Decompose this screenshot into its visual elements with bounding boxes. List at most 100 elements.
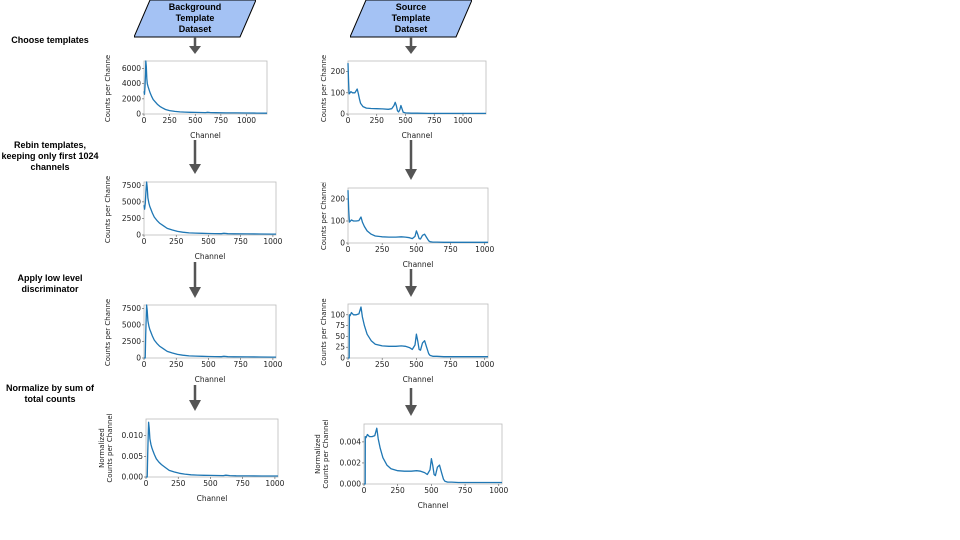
y-tick-label: 6000 bbox=[122, 64, 141, 73]
x-tick-label: 500 bbox=[201, 237, 216, 246]
source-dataset-line-1: Source bbox=[396, 2, 427, 12]
x-tick-label: 0 bbox=[362, 486, 367, 495]
y-tick-label: 0 bbox=[340, 354, 345, 363]
x-tick-label: 500 bbox=[203, 479, 218, 488]
x-axis-label: Channel bbox=[195, 375, 226, 384]
background-template-dataset: Background Template Dataset bbox=[134, 0, 256, 38]
plot-frame bbox=[143, 60, 268, 115]
y-axis-label-line: Counts per Channel bbox=[322, 420, 330, 489]
arrow-down-icon bbox=[405, 140, 417, 180]
y-axis-label-line: Counts per Channel bbox=[106, 413, 114, 482]
arrow-down-icon bbox=[189, 385, 201, 411]
x-tick-label: 1000 bbox=[453, 116, 472, 125]
plot-frame bbox=[363, 423, 503, 485]
y-tick-label: 7500 bbox=[122, 181, 141, 190]
y-tick-label: 2500 bbox=[122, 214, 141, 223]
y-tick-label: 100 bbox=[331, 88, 346, 97]
x-axis-label: Channel bbox=[403, 375, 434, 384]
plot-frame bbox=[347, 187, 489, 244]
x-axis-label: Channel bbox=[418, 501, 449, 510]
source-dataset-line-3: Dataset bbox=[395, 24, 428, 34]
y-tick-label: 5000 bbox=[122, 197, 141, 206]
y-axis-label: Counts per Channel bbox=[104, 299, 112, 366]
arrow-down-icon bbox=[405, 388, 417, 416]
step-normalize: Normalize by sum of total counts bbox=[5, 383, 95, 404]
x-tick-label: 750 bbox=[443, 360, 458, 369]
x-tick-label: 500 bbox=[398, 116, 413, 125]
series-line bbox=[347, 190, 488, 243]
y-tick-label: 0.000 bbox=[122, 473, 144, 482]
y-axis-label: Counts per Channel bbox=[104, 176, 112, 243]
background-dataset-line-2: Template bbox=[176, 13, 215, 23]
y-tick-label: 2500 bbox=[122, 337, 141, 346]
x-tick-label: 500 bbox=[409, 245, 424, 254]
x-tick-label: 250 bbox=[171, 479, 186, 488]
x-tick-label: 500 bbox=[424, 486, 439, 495]
y-tick-label: 0.002 bbox=[340, 458, 362, 467]
x-tick-label: 0 bbox=[346, 245, 351, 254]
arrow-down-icon bbox=[405, 269, 417, 297]
y-axis-label: Counts per Channel bbox=[320, 182, 328, 250]
step-rebin-templates: Rebin templates, keeping only first 1024… bbox=[1, 140, 99, 172]
y-axis-label: Counts per Channel bbox=[320, 55, 328, 122]
y-tick-label: 50 bbox=[335, 332, 345, 341]
x-tick-label: 1000 bbox=[475, 245, 494, 254]
x-tick-label: 250 bbox=[375, 360, 390, 369]
y-axis-label-line: Normalized bbox=[98, 428, 106, 468]
x-tick-label: 250 bbox=[169, 237, 184, 246]
source-dataset-line-2: Template bbox=[392, 13, 431, 23]
x-tick-label: 0 bbox=[144, 479, 149, 488]
plot-frame bbox=[145, 418, 279, 478]
y-axis-label: NormalizedCounts per Channel bbox=[98, 413, 114, 482]
x-tick-label: 500 bbox=[188, 116, 203, 125]
x-tick-label: 250 bbox=[169, 360, 184, 369]
y-tick-label: 0 bbox=[340, 239, 345, 248]
x-tick-label: 0 bbox=[142, 360, 147, 369]
series-line bbox=[347, 63, 486, 115]
y-tick-label: 0.004 bbox=[340, 437, 362, 446]
y-tick-label: 0 bbox=[136, 231, 141, 240]
y-tick-label: 200 bbox=[331, 67, 346, 76]
y-axis-label: Counts per Channel bbox=[104, 55, 112, 122]
y-tick-label: 5000 bbox=[122, 320, 141, 329]
x-tick-label: 750 bbox=[427, 116, 442, 125]
plot-background-rebin: 0 250 500 750 1000 0 2500 5000 7500 Channel Counts… bbox=[104, 176, 283, 261]
plot-background-discriminator: 0 250 500 750 1000 0 2500 5000 7500 Channel Counts… bbox=[104, 299, 283, 384]
y-tick-label: 75 bbox=[335, 321, 345, 330]
step-choose-templates: Choose templates bbox=[11, 35, 89, 45]
x-tick-label: 750 bbox=[214, 116, 229, 125]
plot-source-normalize: 0 250 500 750 1000 0.000 0.002 0.004 Channel Norm… bbox=[314, 420, 508, 510]
plot-frame bbox=[347, 60, 487, 115]
plot-frame bbox=[143, 304, 277, 359]
x-tick-label: 1000 bbox=[475, 360, 494, 369]
plot-frame bbox=[143, 181, 277, 236]
x-tick-label: 750 bbox=[234, 360, 249, 369]
x-tick-label: 750 bbox=[236, 479, 251, 488]
x-tick-label: 1000 bbox=[265, 479, 284, 488]
y-tick-label: 25 bbox=[335, 343, 345, 352]
background-dataset-line-3: Dataset bbox=[179, 24, 212, 34]
plot-background-choose: 0 250 500 750 1000 0 2000 4000 6000 Channel Counts… bbox=[104, 55, 268, 140]
y-tick-label: 0 bbox=[136, 110, 141, 119]
x-tick-label: 250 bbox=[370, 116, 385, 125]
y-tick-label: 0.010 bbox=[122, 431, 144, 440]
x-tick-label: 1000 bbox=[263, 360, 282, 369]
x-axis-label: Channel bbox=[197, 494, 228, 503]
x-tick-label: 250 bbox=[162, 116, 177, 125]
y-tick-label: 4000 bbox=[122, 79, 141, 88]
y-axis-label-line: Normalized bbox=[314, 434, 322, 474]
x-axis-label: Channel bbox=[190, 131, 221, 140]
y-axis-label: NormalizedCounts per Channel bbox=[314, 420, 330, 489]
y-tick-label: 7500 bbox=[122, 304, 141, 313]
y-tick-label: 200 bbox=[331, 195, 346, 204]
y-tick-label: 0 bbox=[136, 354, 141, 363]
arrow-down-icon bbox=[189, 37, 201, 54]
y-tick-label: 0.000 bbox=[340, 480, 362, 489]
x-tick-label: 0 bbox=[346, 116, 351, 125]
arrow-down-icon bbox=[189, 262, 201, 298]
x-axis-label: Channel bbox=[195, 252, 226, 261]
x-tick-label: 0 bbox=[346, 360, 351, 369]
x-tick-label: 0 bbox=[142, 116, 147, 125]
x-tick-label: 1000 bbox=[237, 116, 256, 125]
